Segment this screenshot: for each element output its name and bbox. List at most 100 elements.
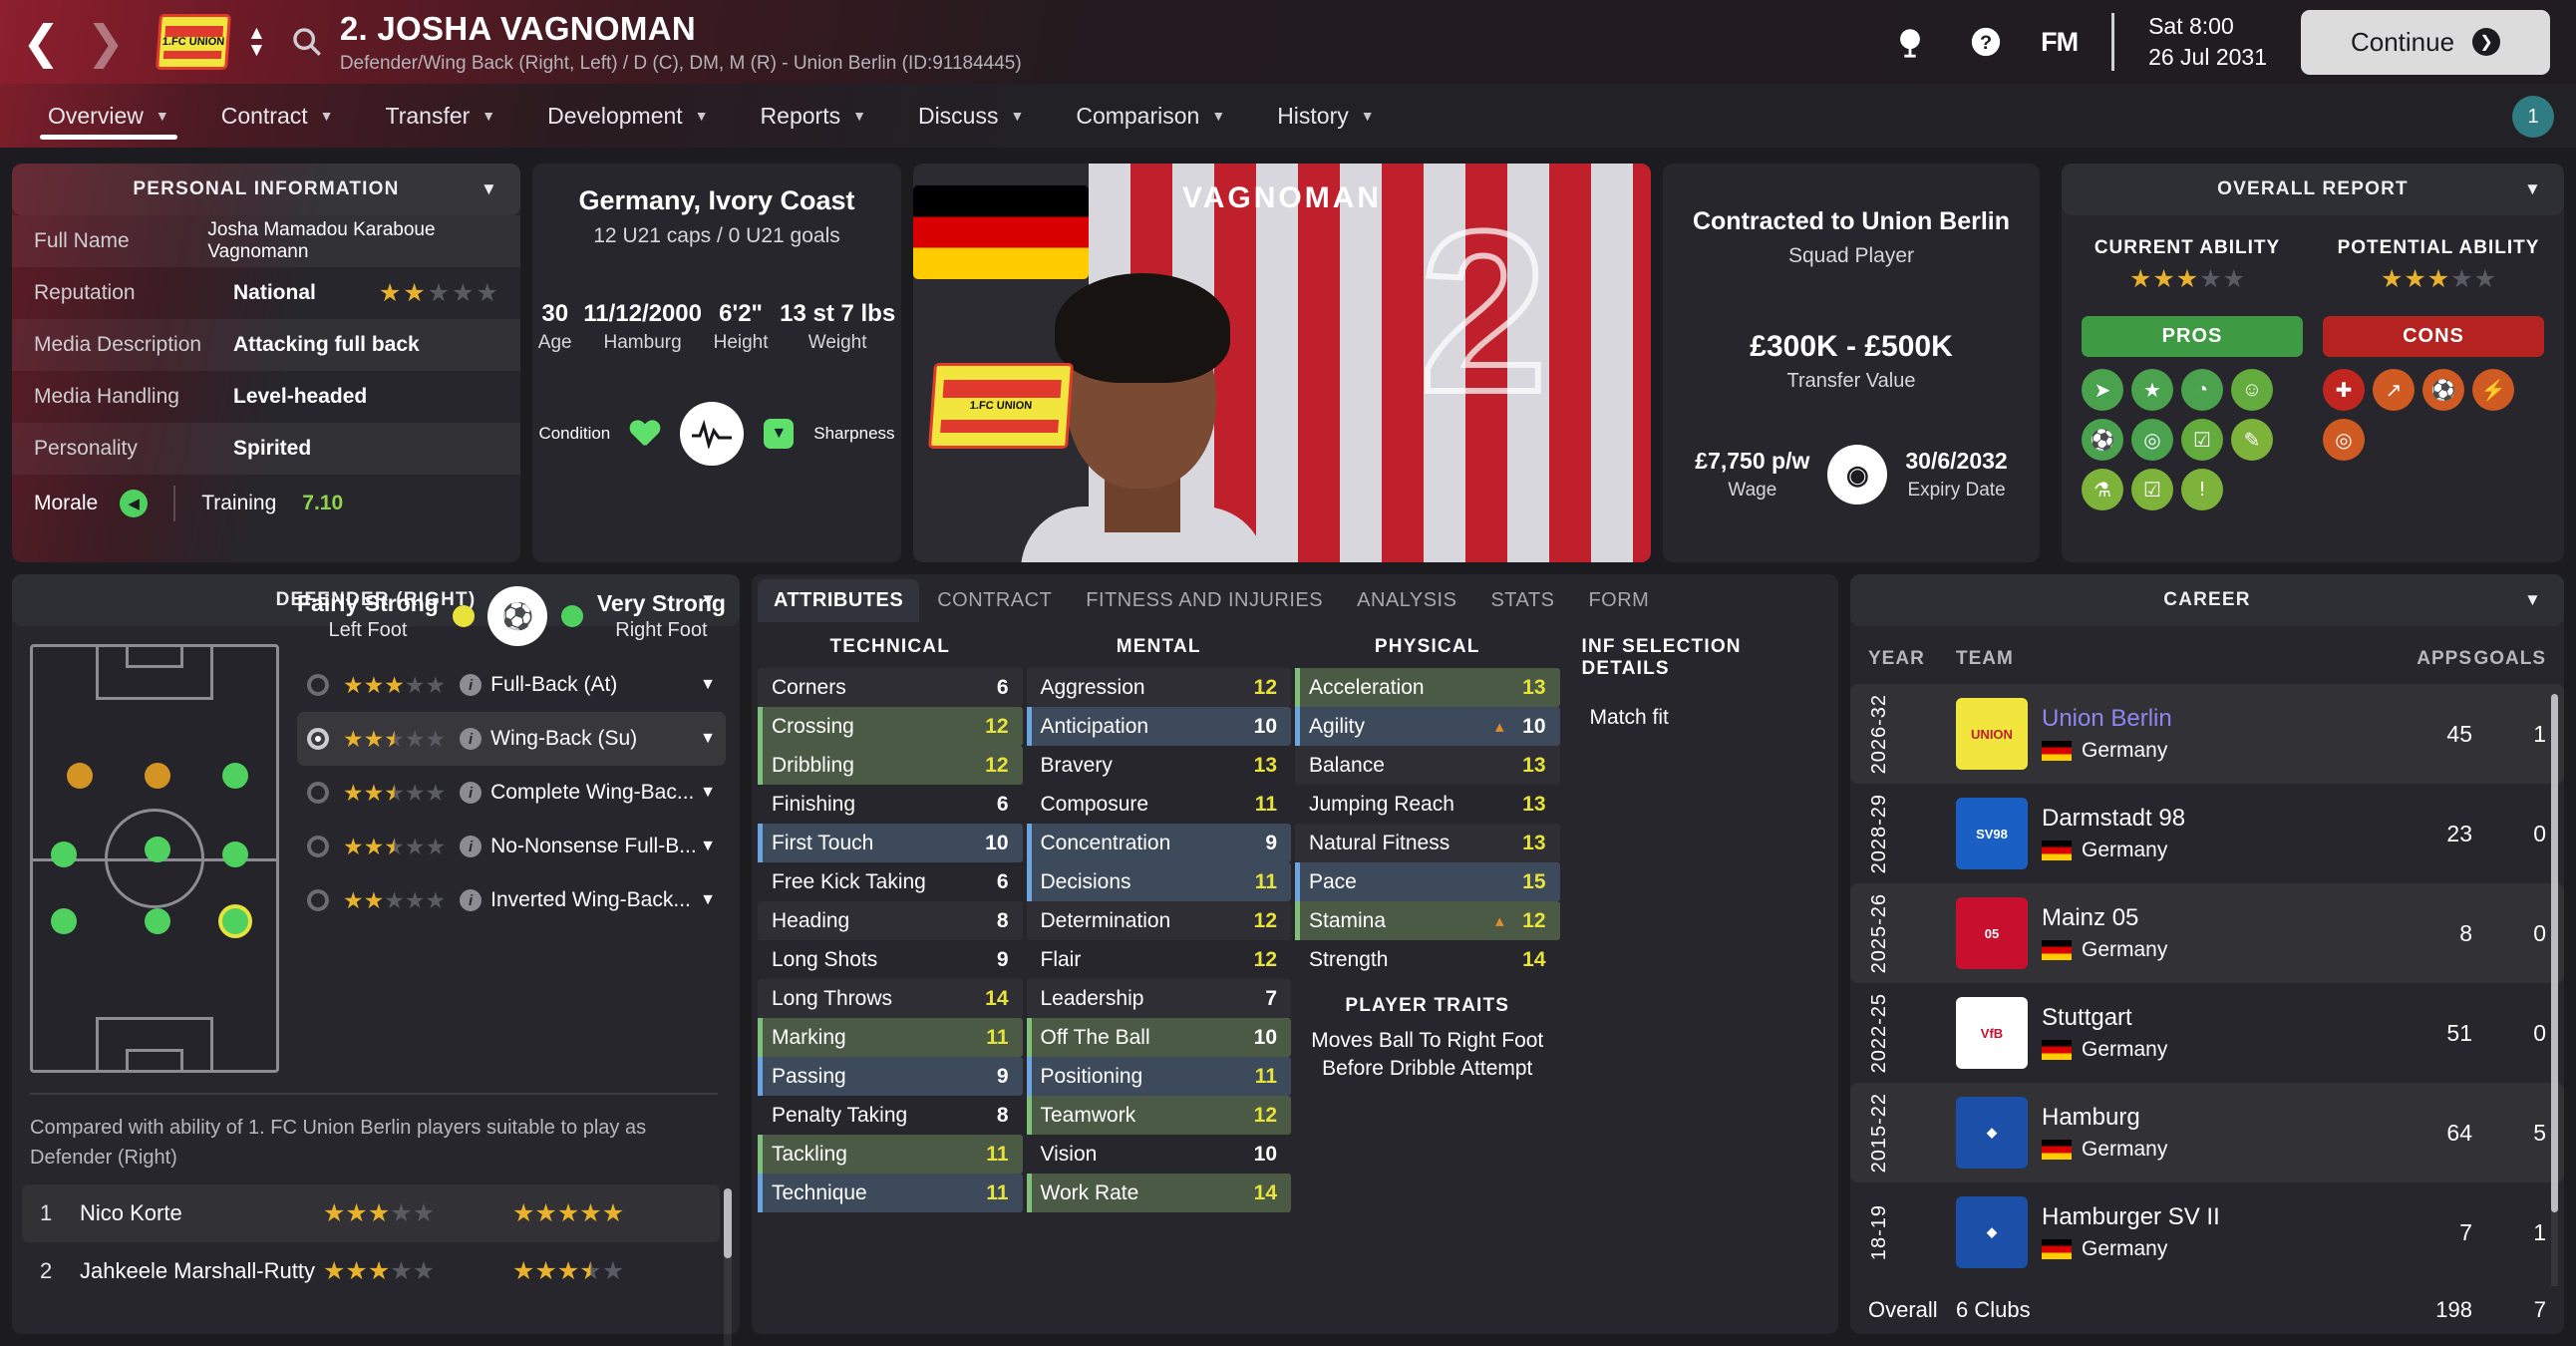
career-goals: 0 bbox=[2533, 1019, 2546, 1046]
team-name[interactable]: Hamburger SV II bbox=[2042, 1203, 2220, 1230]
stepper-down-icon[interactable]: ▼ bbox=[247, 40, 266, 61]
game-time: Sat 8:00 bbox=[2148, 12, 2234, 39]
tab-label: Contract bbox=[220, 102, 308, 129]
col-team: TEAM bbox=[1956, 648, 2014, 669]
attribute-row: Aggression 12 bbox=[1026, 668, 1291, 707]
career-row[interactable]: 2015-22 ◆ Hamburg Germany 64 5 bbox=[1850, 1083, 2564, 1182]
star-icon: ★ bbox=[579, 1256, 602, 1285]
tab-reports[interactable]: Reports ▼ bbox=[735, 84, 892, 148]
info-icon[interactable]: i bbox=[460, 836, 483, 857]
chevron-down-icon[interactable]: ▼ bbox=[700, 676, 716, 693]
club-logo-icon: UNION bbox=[1956, 698, 2028, 770]
help-icon[interactable]: ? bbox=[1965, 21, 2007, 63]
career-header[interactable]: CAREER ▼ bbox=[1850, 574, 2564, 626]
career-row[interactable]: 18-19 ◆ Hamburger SV II Germany 7 1 bbox=[1850, 1182, 2564, 1282]
info-icon[interactable]: i bbox=[460, 782, 483, 804]
tab-fitness-injuries[interactable]: FITNESS AND INJURIES bbox=[1086, 589, 1324, 611]
career-row[interactable]: 2025-26 05 Mainz 05 Germany 8 0 bbox=[1850, 883, 2564, 983]
tab-attributes[interactable]: ATTRIBUTES bbox=[758, 579, 920, 622]
germany-flag-icon bbox=[2042, 741, 2072, 761]
stepper-up-icon[interactable]: ▲ bbox=[247, 23, 266, 44]
tab-history[interactable]: History ▼ bbox=[1251, 84, 1400, 148]
role-radio[interactable] bbox=[307, 728, 329, 750]
attribute-value: 11 bbox=[986, 1025, 1009, 1049]
tab-discuss[interactable]: Discuss ▼ bbox=[892, 84, 1050, 148]
tab-analysis[interactable]: ANALYSIS bbox=[1357, 589, 1457, 611]
role-item-4[interactable]: ★ ★ ★ ★ ★ i Inverted Wing-Back... ▼ bbox=[297, 873, 726, 927]
chevron-down-icon[interactable]: ▼ bbox=[480, 179, 498, 198]
personal-information-header[interactable]: PERSONAL INFORMATION ▼ bbox=[12, 164, 520, 215]
info-icon[interactable]: i bbox=[460, 674, 483, 696]
globe-icon[interactable] bbox=[1889, 21, 1931, 63]
career-apps: 45 bbox=[2446, 720, 2472, 747]
chevron-down-icon[interactable]: ▼ bbox=[700, 838, 716, 854]
career-scrollbar-thumb[interactable] bbox=[2551, 694, 2558, 1212]
chevron-down-icon[interactable]: ▼ bbox=[699, 590, 718, 609]
comparison-note: Compared with ability of 1. FC Union Ber… bbox=[30, 1093, 718, 1173]
role-item-2[interactable]: ★ ★ ★ ★ ★ i Complete Wing-Bac... ▼ bbox=[297, 766, 726, 820]
chevron-down-icon[interactable]: ▼ bbox=[2523, 590, 2542, 609]
tab-contract-sub[interactable]: CONTRACT bbox=[937, 589, 1053, 611]
tab-overview[interactable]: Overview ▼ bbox=[22, 84, 195, 148]
team-name[interactable]: Darmstadt 98 bbox=[2042, 805, 2186, 832]
comparison-scrollbar-thumb[interactable] bbox=[724, 1188, 732, 1258]
role-item-0[interactable]: ★ ★ ★ ★ ★ i Full-Back (At) ▼ bbox=[297, 658, 726, 712]
comparison-scrollbar-track[interactable] bbox=[724, 1188, 732, 1346]
career-row[interactable]: 2026-32 UNION Union Berlin Germany 45 1 bbox=[1850, 684, 2564, 784]
star-icon: ★ bbox=[343, 671, 364, 698]
role-radio[interactable] bbox=[307, 782, 329, 804]
tab-contract[interactable]: Contract ▼ bbox=[195, 84, 360, 148]
team-name[interactable]: Union Berlin bbox=[2042, 705, 2172, 732]
tab-development[interactable]: Development ▼ bbox=[521, 84, 734, 148]
comparison-row[interactable]: 2 Jahkeele Marshall-Rutty ★ ★ ★ ★ ★ ★ ★ ★ ★ ★ bbox=[22, 1242, 720, 1300]
role-radio[interactable] bbox=[307, 836, 329, 857]
role-panel-header[interactable]: DEFENDER (RIGHT) ▼ bbox=[12, 574, 740, 626]
forward-chevron-right-icon[interactable]: ❯ bbox=[86, 16, 126, 68]
role-radio[interactable] bbox=[307, 889, 329, 911]
chevron-down-icon[interactable]: ▼ bbox=[700, 784, 716, 801]
role-radio[interactable] bbox=[307, 674, 329, 696]
tab-label: Reports bbox=[760, 102, 841, 129]
club-badge-icon[interactable]: 1.FC UNION bbox=[156, 14, 231, 70]
chevron-down-icon[interactable]: ▼ bbox=[700, 730, 716, 747]
overall-report-header[interactable]: OVERALL REPORT ▼ bbox=[2062, 164, 2564, 215]
back-chevron-left-icon[interactable]: ❮ bbox=[22, 16, 61, 68]
star-icon: ★ bbox=[404, 886, 426, 913]
bio-birth: 11/12/2000 Hamburg bbox=[583, 300, 702, 354]
comparison-row[interactable]: 1 Nico Korte ★ ★ ★ ★ ★ ★ ★ ★ ★ ★ bbox=[22, 1184, 720, 1242]
role-name: Full-Back (At) bbox=[490, 673, 618, 696]
star-icon: ★ bbox=[404, 725, 426, 752]
career-team: Mainz 05 Germany bbox=[2042, 904, 2387, 962]
info-icon[interactable]: i bbox=[460, 728, 483, 750]
chevron-down-icon[interactable]: ▼ bbox=[2523, 179, 2542, 198]
tab-form[interactable]: FORM bbox=[1588, 589, 1650, 611]
career-row[interactable]: 2028-29 SV98 Darmstadt 98 Germany 23 0 bbox=[1850, 784, 2564, 883]
role-name: No-Nonsense Full-B... bbox=[490, 835, 697, 857]
fm-logo[interactable]: FM bbox=[2041, 26, 2079, 57]
team-name[interactable]: Hamburg bbox=[2042, 1104, 2140, 1131]
career-row[interactable]: 2022-25 VfB Stuttgart Germany 51 0 bbox=[1850, 983, 2564, 1083]
attribute-row: Free Kick Taking 6 bbox=[758, 862, 1023, 901]
attribute-row: Marking 11 bbox=[758, 1018, 1023, 1057]
chevron-down-icon[interactable]: ▼ bbox=[700, 891, 716, 908]
career-year: 2022-25 bbox=[1868, 992, 1890, 1074]
attribute-name: First Touch bbox=[772, 831, 874, 854]
role-item-3[interactable]: ★ ★ ★ ★ ★ i No-Nonsense Full-B... ▼ bbox=[297, 820, 726, 873]
notification-badge[interactable]: 1 bbox=[2512, 96, 2554, 138]
col-goals: GOALS bbox=[2473, 648, 2546, 669]
row-value: Josha Mamadou Karaboue Vagnomann bbox=[207, 219, 436, 262]
role-item-1[interactable]: ★ ★ ★ ★ ★ i Wing-Back (Su) ▼ bbox=[297, 712, 726, 766]
search-icon[interactable] bbox=[290, 25, 324, 59]
continue-button[interactable]: Continue ❯ bbox=[2301, 9, 2550, 75]
training-value: 7.10 bbox=[302, 492, 344, 514]
info-icon[interactable]: i bbox=[460, 889, 483, 911]
player-stepper[interactable]: ▲ ▼ bbox=[247, 23, 266, 61]
tab-comparison[interactable]: Comparison ▼ bbox=[1050, 84, 1251, 148]
tab-stats[interactable]: STATS bbox=[1490, 589, 1555, 611]
team-name[interactable]: Mainz 05 bbox=[2042, 904, 2139, 931]
star-icon: ★ bbox=[425, 725, 447, 752]
tab-transfer[interactable]: Transfer ▼ bbox=[360, 84, 522, 148]
team-country: Germany bbox=[2042, 938, 2387, 962]
team-name[interactable]: Stuttgart bbox=[2042, 1004, 2132, 1031]
pulse-icon bbox=[680, 402, 745, 466]
